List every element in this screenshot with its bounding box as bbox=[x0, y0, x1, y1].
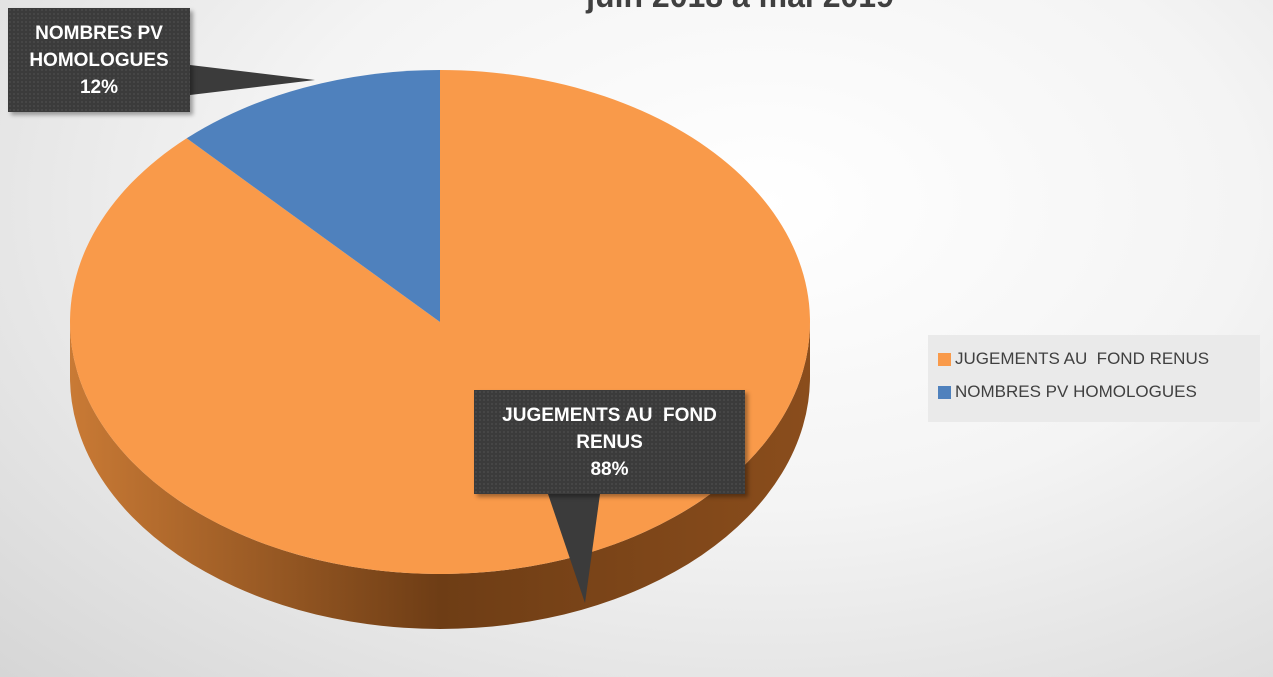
legend-label: JUGEMENTS AU FOND RENUS bbox=[955, 349, 1210, 368]
data-label-name: NOMBRES PV HOMOLOGUES bbox=[29, 22, 169, 71]
pie-side bbox=[70, 322, 810, 629]
legend-swatch bbox=[938, 352, 951, 366]
callout-pointer bbox=[548, 494, 600, 603]
legend-item: JUGEMENTS AU FOND RENUS bbox=[938, 349, 1209, 369]
legend-label: NOMBRES PV HOMOLOGUES bbox=[955, 382, 1197, 401]
pie-slice bbox=[70, 70, 811, 574]
data-label-value: 12% bbox=[79, 76, 119, 98]
pie-slice bbox=[186, 70, 440, 322]
legend: JUGEMENTS AU FOND RENUS NOMBRES PV HOMOLO… bbox=[928, 335, 1260, 422]
legend-item: NOMBRES PV HOMOLOGUES bbox=[938, 382, 1197, 402]
data-label: JUGEMENTS AU FOND RENUS 88% bbox=[474, 390, 745, 494]
data-label: NOMBRES PV HOMOLOGUES 12% bbox=[8, 8, 190, 112]
legend-swatch bbox=[938, 385, 951, 399]
callout-pointer bbox=[190, 65, 315, 95]
chart-title: juin 2018 à mai 2019 bbox=[440, 0, 1040, 15]
data-label-value: 88% bbox=[590, 458, 629, 480]
data-label-name: JUGEMENTS AU FOND RENUS bbox=[502, 404, 723, 453]
